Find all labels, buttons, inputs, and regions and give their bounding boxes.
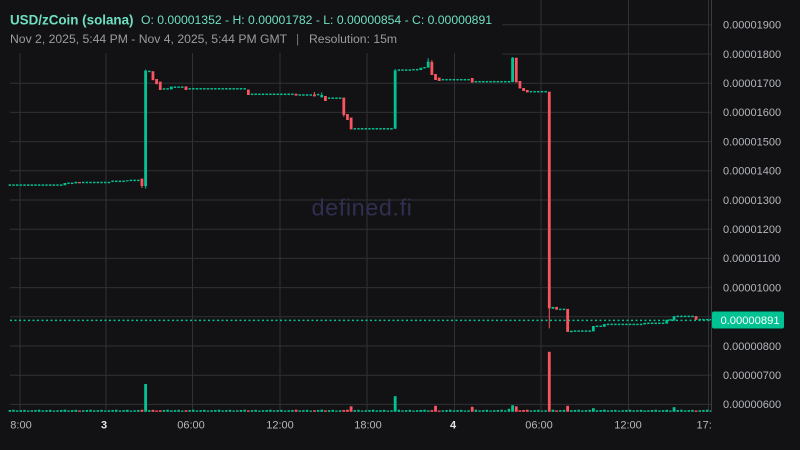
svg-text:0.00000700: 0.00000700 [723, 370, 781, 382]
svg-text:06:00: 06:00 [525, 420, 553, 432]
svg-text:0.00001100: 0.00001100 [723, 253, 780, 265]
svg-text:0.00000800: 0.00000800 [723, 341, 781, 353]
svg-text:0.00001800: 0.00001800 [723, 49, 781, 61]
svg-text:|: | [296, 32, 299, 46]
svg-text:17:: 17: [697, 420, 712, 432]
svg-text:3: 3 [101, 420, 107, 432]
svg-text:12:00: 12:00 [614, 420, 642, 432]
svg-text:0.00001500: 0.00001500 [723, 136, 781, 148]
svg-text:4: 4 [450, 420, 457, 432]
svg-text:0.00001300: 0.00001300 [723, 195, 781, 207]
svg-text:0.00001900: 0.00001900 [723, 20, 781, 32]
svg-text:18:00: 18:00 [354, 420, 382, 432]
svg-text:Resolution: 15m: Resolution: 15m [309, 32, 397, 46]
svg-text:0.00001600: 0.00001600 [723, 107, 781, 119]
svg-text:USD/zCoin (solana): USD/zCoin (solana) [10, 13, 134, 28]
svg-text:12:00: 12:00 [266, 420, 294, 432]
svg-text:0.00001700: 0.00001700 [723, 78, 781, 90]
svg-text:O: 0.00001352 - H: 0.00001782: O: 0.00001352 - H: 0.00001782 - L: 0.000… [141, 13, 492, 27]
svg-text:06:00: 06:00 [177, 420, 205, 432]
svg-text:Nov 2, 2025, 5:44 PM - Nov 4,: Nov 2, 2025, 5:44 PM - Nov 4, 2025, 5:44… [10, 32, 288, 46]
svg-text:0.00001400: 0.00001400 [723, 166, 781, 178]
svg-text:0.00001000: 0.00001000 [723, 282, 781, 294]
svg-text:0.00000600: 0.00000600 [723, 399, 781, 411]
svg-text:defined.fi: defined.fi [312, 195, 413, 221]
svg-text:8:00: 8:00 [10, 420, 31, 432]
svg-text:0.00001200: 0.00001200 [723, 224, 781, 236]
svg-text:0.00000891: 0.00000891 [720, 315, 779, 327]
